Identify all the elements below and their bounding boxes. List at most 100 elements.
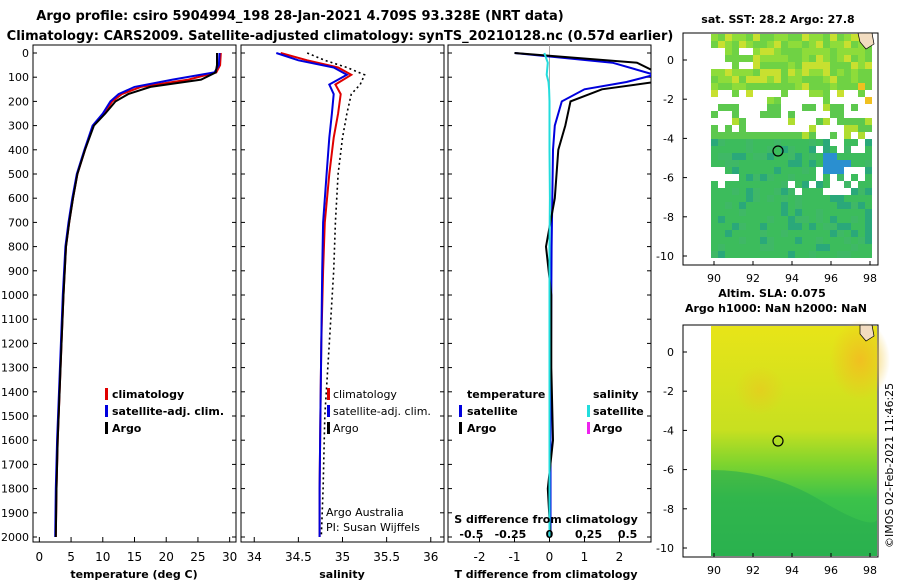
x-tick-label: 30	[222, 550, 237, 564]
sst-cell	[837, 174, 844, 181]
sst-cell	[809, 125, 816, 132]
sst-cell	[844, 118, 851, 125]
sst-cell	[746, 167, 753, 174]
sst-cell	[858, 251, 865, 258]
sst-cell	[830, 132, 837, 139]
sst-cell	[725, 146, 732, 153]
sst-cell	[781, 146, 788, 153]
sst-cell	[795, 69, 802, 76]
sst-cell	[844, 76, 851, 83]
sst-cell	[718, 244, 725, 251]
sst-cell	[844, 153, 851, 160]
sst-cell	[739, 195, 746, 202]
map-y-tick-label: -4	[663, 424, 674, 437]
sst-cell	[809, 195, 816, 202]
depth-tick-label: 1900	[1, 507, 29, 520]
sst-cell	[760, 251, 767, 258]
sst-cell	[788, 146, 795, 153]
sst-cell	[746, 139, 753, 146]
s-tick-label: 0	[546, 528, 554, 541]
sst-cell	[837, 62, 844, 69]
sst-cell	[753, 181, 760, 188]
legend-swatch-climatology	[105, 388, 108, 400]
sst-cell	[823, 167, 830, 174]
sst-cell	[774, 104, 781, 111]
sst-cell	[718, 139, 725, 146]
sst-cell	[725, 153, 732, 160]
sst-cell	[739, 237, 746, 244]
depth-axis: 0 100 200 300 400 500 600 700 800 900 1000 1100 1200…	[1, 47, 29, 544]
sst-cell	[732, 90, 739, 97]
temperature-series	[54, 52, 222, 538]
sst-cell	[823, 160, 830, 167]
sst-cell	[739, 76, 746, 83]
sst-cell	[739, 202, 746, 209]
sst-cell	[746, 90, 753, 97]
sst-cell	[809, 104, 816, 111]
sst-cell	[746, 69, 753, 76]
sst-cell	[767, 83, 774, 90]
sst-cell	[816, 237, 823, 244]
depth-tick-label: 2000	[1, 531, 29, 544]
sst-cell	[865, 244, 872, 251]
sst-cell	[816, 48, 823, 55]
sst-cell	[767, 41, 774, 48]
sst-cell	[711, 69, 718, 76]
sst-cell	[830, 244, 837, 251]
map-y-tick-label: -10	[656, 250, 674, 263]
legend-swatch-t-satellite	[459, 405, 462, 417]
sst-cell	[711, 76, 718, 83]
sst-cell	[809, 48, 816, 55]
sst-cell	[739, 216, 746, 223]
sst-cell	[865, 160, 872, 167]
credit-pi: PI: Susan Wijffels	[326, 521, 420, 534]
sst-cell	[781, 244, 788, 251]
sst-cell	[823, 118, 830, 125]
sst-cell	[865, 118, 872, 125]
sst-cell	[795, 181, 802, 188]
sst-cell	[802, 209, 809, 216]
sst-cell	[753, 216, 760, 223]
depth-tick-label: 1200	[1, 337, 29, 350]
sst-cell	[802, 216, 809, 223]
series-line-satellite-adj-clim-	[275, 52, 349, 537]
map-x-tick-label: 98	[863, 564, 877, 577]
legend-label-argo: Argo	[112, 422, 142, 435]
sst-cell	[774, 76, 781, 83]
legend-swatch-s-satellite	[587, 405, 590, 417]
sst-cell	[795, 209, 802, 216]
sst-cell	[781, 69, 788, 76]
map-x-tick-label: 92	[746, 272, 760, 285]
salinity-difference-axis: -0.5 -0.25 0 0.25 0.5	[459, 528, 637, 541]
sst-cell	[739, 251, 746, 258]
sst-cell	[865, 230, 872, 237]
x-tick-label: -1	[509, 550, 521, 564]
sst-cell	[851, 174, 858, 181]
credit-argo-australia: Argo Australia	[326, 506, 404, 519]
sst-cell	[725, 216, 732, 223]
sst-cell	[802, 104, 809, 111]
sst-cell	[865, 146, 872, 153]
series-line-satellite-salinity-	[543, 52, 551, 537]
depth-tick-label: 1000	[1, 289, 29, 302]
sst-cell	[816, 181, 823, 188]
sst-cell	[711, 111, 718, 118]
sst-cell	[718, 153, 725, 160]
sst-cell	[830, 209, 837, 216]
sst-cell	[781, 195, 788, 202]
sst-cell	[795, 48, 802, 55]
sst-cell	[739, 55, 746, 62]
sst-cell	[830, 223, 837, 230]
sla-map-low-region	[711, 470, 877, 556]
sst-cell	[802, 83, 809, 90]
sst-cell	[837, 90, 844, 97]
sst-cell	[774, 146, 781, 153]
sst-cell	[837, 48, 844, 55]
sst-cell	[739, 223, 746, 230]
sst-cell	[781, 223, 788, 230]
sst-cell	[844, 209, 851, 216]
salinity-difference-label: S difference from climatology	[454, 513, 638, 526]
sst-cell	[760, 244, 767, 251]
sst-cell	[718, 83, 725, 90]
sst-cell	[718, 195, 725, 202]
